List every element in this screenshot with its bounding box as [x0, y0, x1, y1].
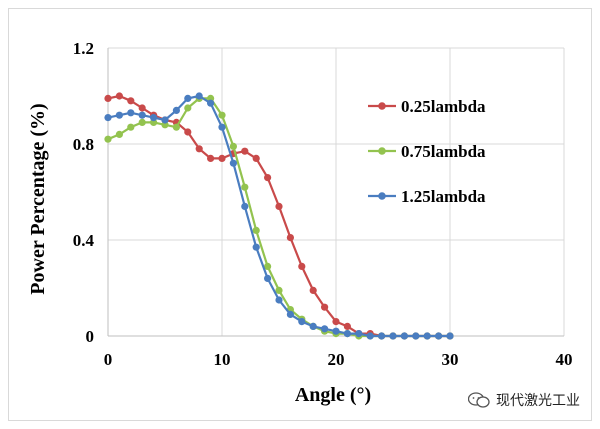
data-point [366, 332, 374, 340]
data-point [184, 94, 192, 102]
data-point [321, 325, 329, 333]
data-point [309, 322, 317, 330]
data-point [252, 154, 260, 162]
data-point [229, 159, 237, 167]
data-point [184, 128, 192, 136]
data-point [275, 202, 283, 210]
data-point [264, 262, 272, 270]
data-point [332, 327, 340, 335]
data-point [172, 123, 180, 131]
data-point [241, 147, 249, 155]
data-point [435, 332, 443, 340]
wechat-icon [468, 392, 490, 408]
legend-item: 1.25lambda [368, 187, 486, 206]
series [104, 92, 454, 340]
data-point [184, 104, 192, 112]
data-point [229, 142, 237, 150]
x-tick-label: 10 [214, 350, 231, 369]
data-point [172, 106, 180, 114]
x-axis-title: Angle (°) [295, 384, 371, 406]
data-point [195, 92, 203, 100]
watermark: 现代激光工业 [468, 390, 580, 410]
data-point [104, 114, 112, 122]
data-point [321, 303, 329, 311]
data-point [115, 92, 123, 100]
legend-label: 0.25lambda [401, 97, 486, 116]
data-point [161, 116, 169, 124]
data-point [150, 114, 158, 122]
data-point [343, 322, 351, 330]
data-point [252, 243, 260, 251]
data-point [218, 154, 226, 162]
data-point [298, 318, 306, 326]
data-point [275, 296, 283, 304]
legend-label: 0.75lambda [401, 142, 486, 161]
data-point [264, 174, 272, 182]
data-point [298, 262, 306, 270]
x-tick-label: 40 [556, 350, 573, 369]
data-point [241, 202, 249, 210]
grid [108, 47, 565, 336]
data-point [275, 286, 283, 294]
legend-swatch-marker [378, 102, 386, 110]
data-point [218, 123, 226, 131]
data-point [400, 332, 408, 340]
y-tick-label: 1.2 [73, 39, 94, 58]
data-point [195, 145, 203, 153]
data-point [423, 332, 431, 340]
data-point [115, 130, 123, 138]
data-point [138, 118, 146, 126]
data-point [138, 111, 146, 119]
data-point [264, 274, 272, 282]
data-point [252, 226, 260, 234]
data-point [286, 234, 294, 242]
data-point [207, 99, 215, 107]
legend: 0.25lambda 0.75lambda 1.25lambda [368, 97, 486, 206]
y-tick-label: 0.8 [73, 135, 94, 154]
data-point [412, 332, 420, 340]
y-tick-label: 0.4 [73, 231, 95, 250]
legend-item: 0.25lambda [368, 97, 486, 116]
series-1.25lambda [104, 92, 454, 340]
y-tick-label: 0 [86, 327, 95, 346]
tick-labels: 0 10 20 30 40 0 0.4 0.8 1.2 [73, 39, 573, 369]
legend-item: 0.75lambda [368, 142, 486, 161]
data-point [355, 330, 363, 338]
data-point [286, 310, 294, 318]
data-point [104, 94, 112, 102]
legend-swatch-marker [378, 147, 386, 155]
data-point [115, 111, 123, 119]
watermark-text: 现代激光工业 [496, 393, 580, 409]
data-point [218, 111, 226, 119]
x-tick-label: 20 [328, 350, 345, 369]
legend-swatch-marker [378, 192, 386, 200]
y-axis-title: Power Percentage (%) [27, 103, 49, 294]
data-point [207, 154, 215, 162]
data-point [127, 109, 135, 117]
data-point [389, 332, 397, 340]
data-point [332, 318, 340, 326]
data-point [104, 135, 112, 143]
data-point [446, 332, 454, 340]
data-point [378, 332, 386, 340]
data-point [343, 330, 351, 338]
x-tick-label: 0 [104, 350, 113, 369]
data-point [241, 183, 249, 191]
data-point [127, 123, 135, 131]
x-tick-label: 30 [442, 350, 459, 369]
data-point [309, 286, 317, 294]
data-point [138, 104, 146, 112]
data-point [127, 97, 135, 105]
legend-label: 1.25lambda [401, 187, 486, 206]
